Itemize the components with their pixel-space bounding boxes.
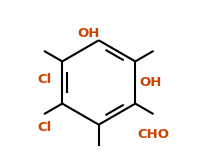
Text: Cl: Cl [37, 73, 51, 86]
Text: OH: OH [139, 76, 162, 89]
Text: OH: OH [78, 27, 100, 40]
Text: Cl: Cl [37, 121, 51, 134]
Text: CHO: CHO [138, 128, 170, 141]
